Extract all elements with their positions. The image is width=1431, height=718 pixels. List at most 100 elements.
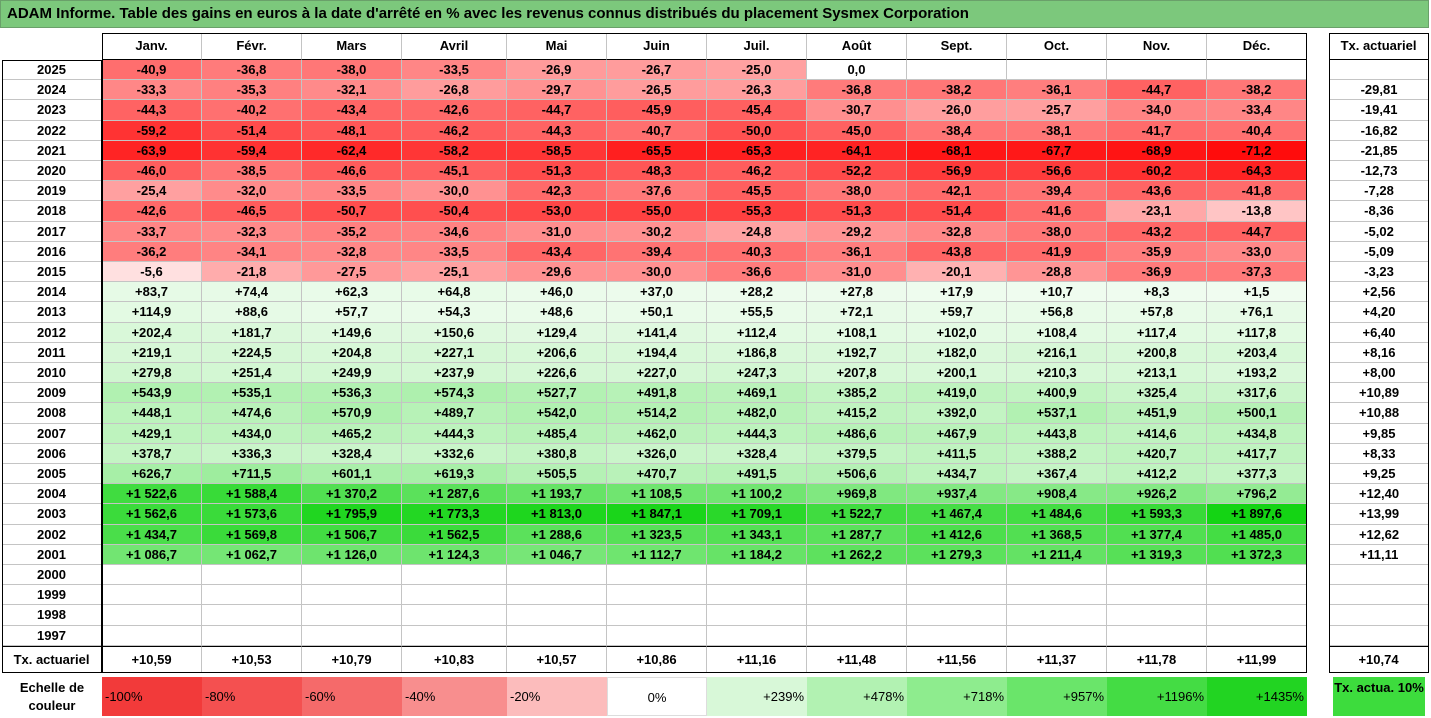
tx-actuariel-value: +8,00 [1329,363,1429,384]
tx-actuariel-value: +6,40 [1329,323,1429,343]
tx-actuariel-value: -7,28 [1329,181,1429,202]
gain-cell: -30,0 [607,262,707,283]
gain-cell: +279,8 [102,363,202,384]
footer-tx-value: +10,57 [507,646,607,673]
gain-cell: +200,8 [1107,342,1207,363]
gain-cell: -29,2 [807,221,907,242]
gain-cell: +57,7 [302,302,402,323]
gain-cell: -36,8 [807,80,907,101]
gain-cell: -44,3 [102,100,202,121]
month-header: Févr. [202,33,302,60]
gain-cell: +325,4 [1107,383,1207,404]
gain-cell [807,605,907,626]
gain-cell: +444,3 [707,423,807,444]
gain-cell: -68,1 [907,140,1007,161]
gain-cell: +227,1 [402,342,507,363]
gain-cell: -20,1 [907,262,1007,283]
tx-actuariel-value: +9,85 [1329,424,1429,444]
gain-cell: +46,0 [507,282,607,303]
gain-cell: +1 124,3 [402,544,507,565]
tx-actuariel-value: +2,56 [1329,282,1429,303]
gain-cell: +10,7 [1007,282,1107,303]
gain-cell: -37,6 [607,181,707,202]
gain-cell: +926,2 [1107,484,1207,505]
gain-cell [807,565,907,586]
gain-cell: +380,8 [507,443,607,464]
tx-actuariel-value: -3,23 [1329,262,1429,283]
gain-cell: -38,1 [1007,120,1107,141]
gain-cell: -32,0 [202,181,302,202]
gain-cell: +1 522,6 [102,484,202,505]
gain-cell: +27,8 [807,282,907,303]
gain-cell: -48,1 [302,120,402,141]
gain-cell: -38,0 [1007,221,1107,242]
gain-cell [1207,585,1307,606]
gain-cell: +419,0 [907,383,1007,404]
gain-cell: +486,6 [807,423,907,444]
gain-cell: +400,9 [1007,383,1107,404]
page-title: ADAM Informe. Table des gains en euros à… [0,0,1429,28]
gain-cell: +570,9 [302,403,402,424]
gain-cell [102,585,202,606]
gain-cell: +465,2 [302,423,402,444]
gain-cell: -48,3 [607,161,707,182]
tx-actuariel-value: +8,16 [1329,343,1429,363]
gain-cell: -50,7 [302,201,402,222]
gain-cell: -39,4 [1007,181,1107,202]
gain-cell [1107,60,1207,81]
month-header: Mai [507,33,607,60]
footer-tx-value: +11,78 [1107,646,1207,673]
gain-cell: -40,4 [1207,120,1307,141]
gain-cell: +200,1 [907,363,1007,384]
gain-cell: -51,4 [907,201,1007,222]
gain-cell: -45,0 [807,120,907,141]
gain-cell [907,625,1007,646]
gain-cell: +543,9 [102,383,202,404]
gain-cell: +482,0 [707,403,807,424]
gain-cell [507,625,607,646]
gain-cell: +1 184,2 [707,544,807,565]
month-header: Sept. [907,33,1007,60]
gain-cell: -40,9 [102,60,202,81]
gain-cell: +112,4 [707,322,807,343]
gain-cell: +1,5 [1207,282,1307,303]
gain-cell: -58,5 [507,140,607,161]
gain-cell: +414,6 [1107,423,1207,444]
gain-cell: -5,6 [102,262,202,283]
year-label: 2025 [2,60,102,81]
gain-cell: -32,8 [302,241,402,262]
gain-cell: -53,0 [507,201,607,222]
gain-cell: +1 343,1 [707,524,807,545]
gain-cell: 0,0 [807,60,907,81]
gain-cell: -33,5 [402,60,507,81]
gain-cell: +796,2 [1207,484,1307,505]
gain-cell: +249,9 [302,363,402,384]
gain-cell: -43,4 [302,100,402,121]
gain-cell: +937,4 [907,484,1007,505]
gain-cell: +1 813,0 [507,504,607,525]
gain-cell [707,605,807,626]
year-label: 2022 [2,120,102,141]
footer-tx-value: +10,86 [607,646,707,673]
gain-cell [202,565,302,586]
gain-cell: -43,8 [907,241,1007,262]
gain-cell: -42,6 [402,100,507,121]
tx-actuariel-value: -5,09 [1329,242,1429,262]
gain-cell: -46,5 [202,201,302,222]
gain-cell: -26,7 [607,60,707,81]
gain-cell [607,605,707,626]
tx-actuariel-header: Tx. actuariel [1329,33,1429,60]
gain-cell: +467,9 [907,423,1007,444]
gain-cell: +219,1 [102,342,202,363]
gain-cell [402,585,507,606]
gain-cell [607,585,707,606]
gain-cell: +203,4 [1207,342,1307,363]
year-label: 2012 [2,322,102,343]
legend-swatch: +478% [807,677,907,716]
year-label: 2001 [2,544,102,565]
gain-cell: +207,8 [807,363,907,384]
footer-tx-value: +11,56 [907,646,1007,673]
year-label: 2018 [2,201,102,222]
gain-cell [1107,585,1207,606]
gain-cell: +1 368,5 [1007,524,1107,545]
